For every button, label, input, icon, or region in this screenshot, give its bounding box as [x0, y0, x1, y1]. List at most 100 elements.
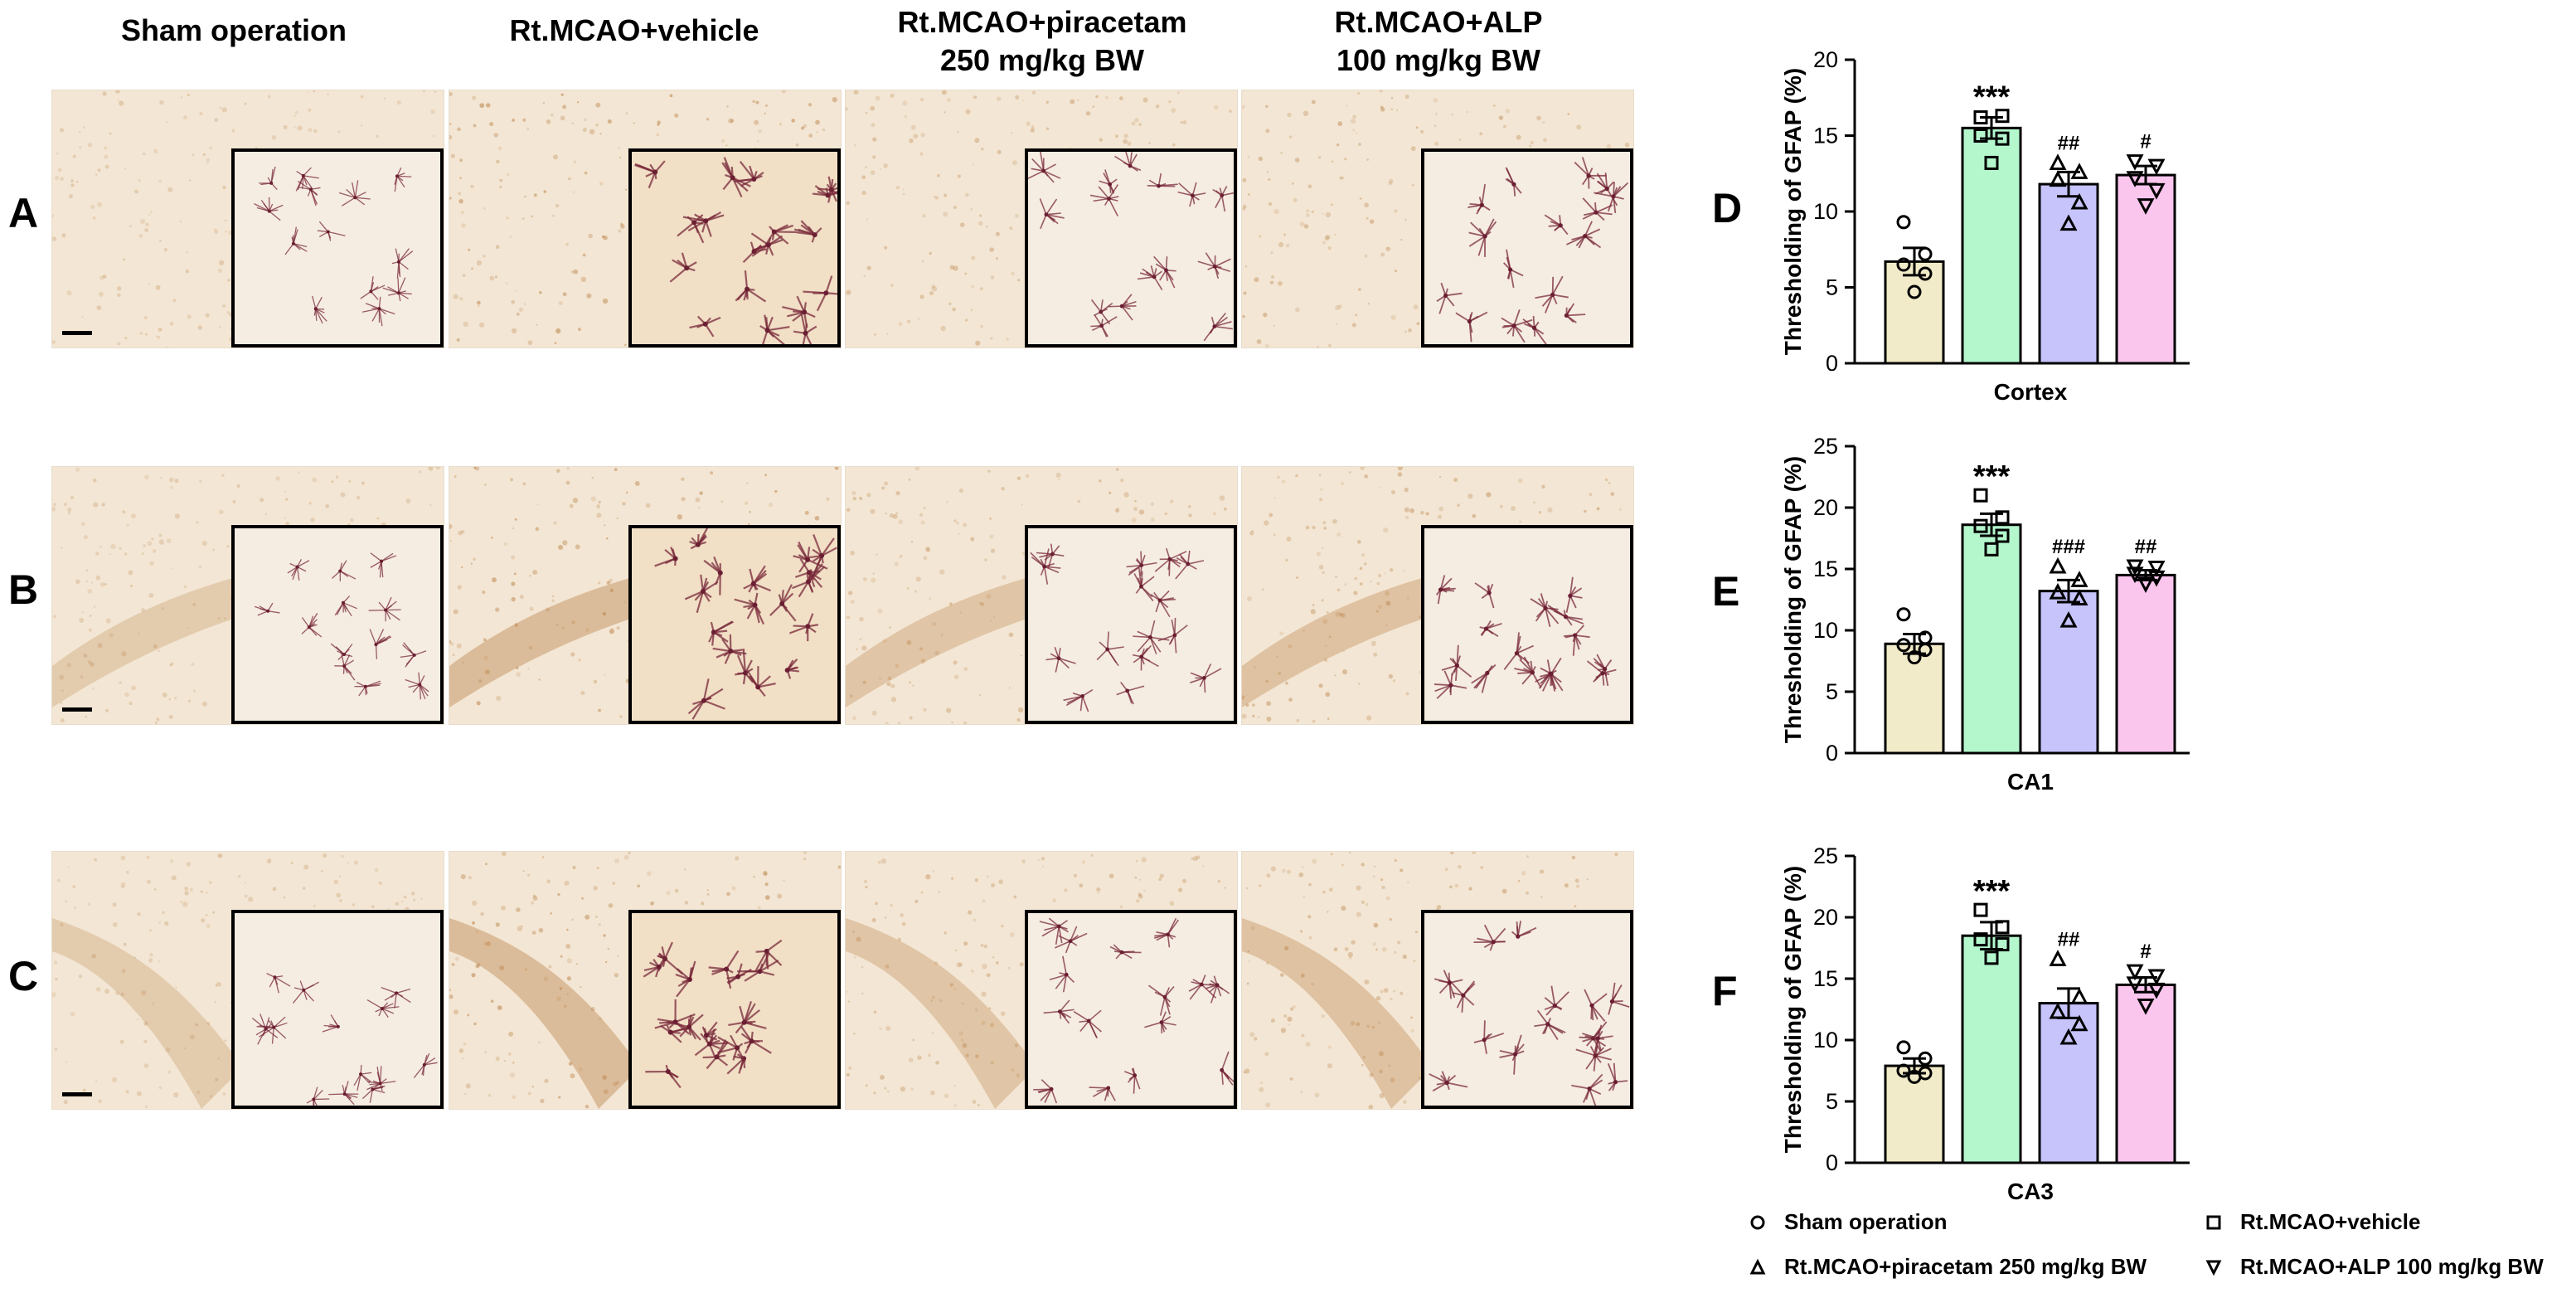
y-tick-label: 10 — [1813, 618, 1838, 643]
data-point — [2147, 158, 2166, 176]
scale-bar — [62, 1092, 92, 1096]
micrograph-ca1-sham — [51, 466, 444, 725]
inset-magnification — [1421, 148, 1633, 348]
data-point — [1896, 215, 1911, 230]
significance-label: *** — [1973, 874, 2011, 909]
legend-item-alp: Rt.MCAO+ALP 100 mg/kg BW — [2205, 1254, 2544, 1280]
panel-label: E — [1712, 568, 1739, 615]
inset-magnification — [1025, 910, 1237, 1109]
data-point — [2070, 571, 2088, 587]
data-point — [2126, 566, 2144, 584]
column-title-piracetam: Rt.MCAO+piracetam 250 mg/kg BW — [897, 5, 1187, 77]
row-letter-c: C — [7, 953, 39, 999]
inset-magnification — [1421, 910, 1633, 1109]
data-point — [1984, 542, 1999, 557]
y-tick-label: 20 — [1813, 47, 1838, 72]
y-tick-label: 20 — [1813, 905, 1838, 930]
data-point — [2049, 557, 2067, 574]
square-marker-icon — [2206, 1215, 2221, 1229]
micrograph-ca1-piracetam — [845, 466, 1238, 725]
data-point — [2147, 982, 2166, 999]
data-point — [2049, 153, 2067, 170]
micrograph-ca3-alp — [1241, 851, 1634, 1110]
micrograph-ca3-vehicle — [449, 851, 842, 1110]
data-point — [2049, 1002, 2067, 1019]
data-point — [1907, 284, 1922, 299]
bar-3 — [2115, 573, 2176, 755]
micrograph-cortex-sham — [51, 90, 444, 348]
micrograph-ca3-piracetam — [845, 851, 1238, 1110]
data-point — [2070, 988, 2088, 1004]
data-point — [2126, 154, 2144, 171]
y-axis-label: Thresholding of GFAP (%) — [1780, 456, 1806, 743]
data-point — [1918, 643, 1933, 658]
column-title-alp: Rt.MCAO+ALP 100 mg/kg BW — [1334, 5, 1543, 77]
data-point — [1984, 155, 1999, 170]
y-tick-label: 10 — [1813, 199, 1838, 224]
data-point — [1995, 131, 2010, 146]
x-axis-label: Cortex — [1994, 379, 2068, 405]
bar-0 — [1884, 1064, 1945, 1164]
bar-3 — [2115, 173, 2176, 365]
inset-magnification — [628, 910, 841, 1109]
x-axis-label: CA1 — [2007, 769, 2054, 795]
data-point — [1973, 518, 1988, 533]
bar-0 — [1884, 642, 1945, 755]
y-tick-label: 25 — [1813, 434, 1838, 459]
data-point — [1973, 488, 1988, 503]
data-point — [1995, 920, 2010, 935]
y-axis-label: Thresholding of GFAP (%) — [1780, 68, 1806, 355]
data-point — [2070, 192, 2088, 210]
scale-bar — [62, 331, 92, 335]
data-point — [1973, 129, 1988, 143]
y-tick-label: 15 — [1813, 966, 1838, 991]
y-tick-label: 5 — [1826, 1089, 1838, 1114]
data-point — [2070, 163, 2088, 179]
panel-label: F — [1712, 968, 1738, 1014]
x-axis-label: CA3 — [2007, 1179, 2054, 1204]
significance-label: ## — [2058, 132, 2080, 154]
micrograph-cortex-alp — [1241, 90, 1634, 348]
data-point — [2147, 182, 2166, 200]
inset-magnification — [231, 910, 444, 1109]
data-point — [1918, 1051, 1933, 1066]
data-point — [1918, 266, 1933, 281]
data-point — [2126, 964, 2144, 981]
significance-label: ## — [2058, 928, 2080, 950]
y-tick-label: 15 — [1813, 557, 1838, 581]
panel-label: D — [1712, 185, 1742, 231]
column-title-sham: Sham operation — [120, 13, 347, 47]
data-point — [1896, 638, 1911, 653]
data-point — [1973, 902, 1988, 917]
data-point — [2126, 171, 2144, 187]
y-tick-label: 0 — [1826, 741, 1838, 766]
column-title-vehicle: Rt.MCAO+vehicle — [509, 13, 759, 47]
data-point — [1896, 607, 1911, 622]
data-point — [1973, 932, 1988, 947]
inset-magnification — [1421, 525, 1633, 724]
legend-item-sham: Sham operation — [1749, 1209, 1947, 1235]
bar-1 — [1961, 934, 2022, 1164]
y-tick-label: 15 — [1813, 124, 1838, 148]
inset-magnification — [231, 148, 444, 348]
data-point — [2137, 198, 2155, 215]
micrograph-ca1-vehicle — [449, 466, 842, 725]
circle-marker-icon — [1750, 1215, 1765, 1229]
data-point — [1896, 1063, 1911, 1078]
data-point — [2049, 582, 2067, 600]
y-tick-label: 10 — [1813, 1028, 1838, 1052]
data-point — [1995, 937, 2010, 952]
micrograph-cortex-piracetam — [845, 90, 1238, 348]
row-letter-a: A — [7, 190, 39, 236]
data-point — [2147, 969, 2166, 986]
y-tick-label: 0 — [1826, 1150, 1838, 1175]
data-point — [1984, 950, 1999, 965]
triangle-up-marker-icon — [1749, 1258, 1766, 1274]
y-axis-label: Thresholding of GFAP (%) — [1780, 866, 1806, 1153]
inset-magnification — [628, 148, 841, 348]
bar-2 — [2038, 182, 2099, 365]
y-tick-label: 5 — [1826, 275, 1838, 300]
bar-1 — [1961, 126, 2022, 365]
data-point — [2049, 170, 2067, 187]
